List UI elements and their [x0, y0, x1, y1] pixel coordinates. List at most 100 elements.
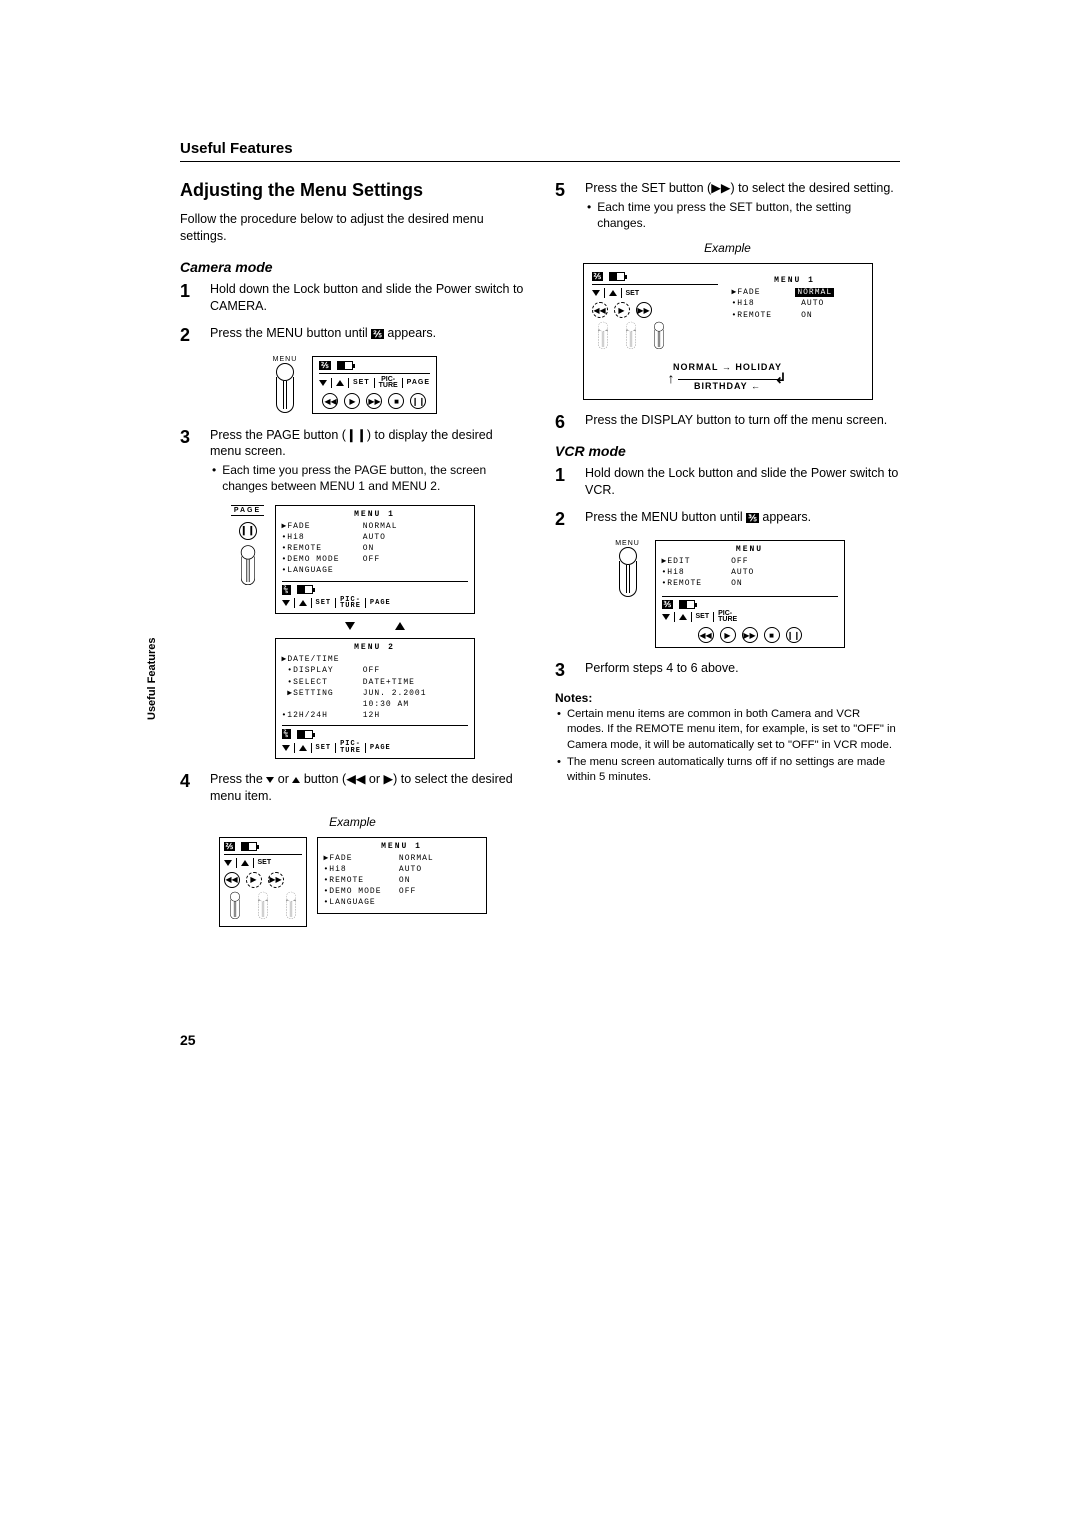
picture-label: PIC-TURE — [340, 741, 361, 754]
osd-row: •Hi8 AUTO — [324, 864, 480, 875]
up-icon — [299, 745, 307, 751]
osd-row: •12H/24H 12H — [282, 710, 468, 721]
arm-icon — [281, 891, 300, 920]
button-arm-icon — [234, 545, 261, 587]
down-icon — [282, 600, 290, 606]
osd-title: MENU 1 — [324, 842, 480, 851]
vcr-step-1: 1 Hold down the Lock button and slide th… — [555, 465, 900, 499]
page-label: PAGE — [370, 599, 391, 607]
fastforward-icon: ▶▶ — [366, 393, 382, 409]
cycle-c: BIRTHDAY — [694, 381, 748, 391]
picture-label: PIC-TURE — [718, 611, 737, 624]
set-label: SET — [316, 599, 332, 607]
control-buttons: ◀◀ ▶ ▶▶ ■ ❙❙ — [319, 393, 430, 409]
step-4: 4 Press the or button (◀◀ or ▶) to selec… — [180, 771, 525, 805]
note-item: Certain menu items are common in both Ca… — [555, 707, 900, 753]
menu-badge-icon: ⅖ — [371, 329, 384, 339]
arrow-left-icon: ← — [751, 381, 761, 391]
menu-label: MENU — [611, 540, 645, 547]
vcr-diagram: MENU MENU ▶EDIT OFF •Hi8 AUTO •REMOTE ON… — [555, 540, 900, 648]
step5-diagram: ⅖ SET ◀◀ ▶ ▶▶ — [583, 263, 873, 400]
t: or — [365, 772, 383, 786]
vcr-badge-icon: ⅗ — [662, 600, 674, 609]
two-columns: Adjusting the Menu Settings Follow the p… — [180, 180, 900, 939]
page-switch-diagram: PAGE ❙❙ MENU 1 ▶FADE NORMAL •Hi8 AUTO •R… — [180, 505, 525, 759]
step-bullet: Each time you press the PAGE button, the… — [210, 462, 525, 494]
rewind-icon: ◀◀ — [592, 302, 608, 318]
play-icon: ▶ — [344, 393, 360, 409]
step-text: Press the DISPLAY button to turn off the… — [585, 412, 900, 433]
pause-icon: ❙❙ — [786, 627, 802, 643]
page-label: PAGE — [231, 505, 264, 516]
up-icon — [679, 614, 687, 620]
fastforward-icon: ▶▶ — [742, 627, 758, 643]
menu-button-icon — [268, 363, 302, 415]
section-header: Useful Features — [180, 140, 900, 157]
osd-row: ▶FADE NORMAL — [732, 287, 858, 298]
fastforward-icon: ▶▶ — [636, 302, 652, 318]
down-icon — [662, 614, 670, 620]
osd-title: MENU 1 — [732, 276, 858, 285]
stop-icon: ■ — [388, 393, 404, 409]
control-buttons: ◀◀ ▶ ▶▶ — [592, 302, 718, 318]
osd-row: •REMOTE ON — [662, 578, 838, 589]
step-1: 1 Hold down the Lock button and slide th… — [180, 281, 525, 315]
sidebar-label: Useful Features — [146, 637, 158, 720]
vcr-badge-icon: ⅗ — [746, 513, 759, 523]
step4-diagram: ⅖ SET ◀◀ ▶ ▶▶ MENU 1 — [180, 837, 525, 927]
pause-icon: ❙❙ — [410, 393, 426, 409]
osd-title: MENU 2 — [282, 643, 468, 652]
step-number: 3 — [555, 660, 573, 681]
notes-list: Certain menu items are common in both Ca… — [555, 707, 900, 785]
osd-example: MENU 1 ▶FADE NORMAL •Hi8 AUTO •REMOTE ON… — [317, 837, 487, 914]
example-label: Example — [180, 815, 525, 829]
t: or — [274, 772, 292, 786]
page-label: PAGE — [407, 379, 430, 386]
osd-row: •Hi8 AUTO — [662, 567, 838, 578]
osd-title: MENU — [662, 545, 838, 554]
vcr-mode-heading: VCR mode — [555, 443, 900, 459]
badge-icon: ⅖ — [592, 272, 604, 281]
arrow-down-left-icon: ↲ — [775, 370, 788, 387]
step-text: Press the MENU button until ⅗ appears. — [585, 509, 900, 530]
arm-icon — [253, 891, 272, 920]
osd-vcr: MENU ▶EDIT OFF •Hi8 AUTO •REMOTE ON — [662, 545, 838, 590]
play-icon: ▶ — [246, 872, 262, 888]
arm-icon — [593, 322, 612, 351]
set-label: SET — [626, 290, 640, 297]
osd-row: ▶SETTING JUN. 2.2001 — [282, 688, 468, 699]
rw-glyph: ◀◀ — [346, 772, 365, 786]
t: button ( — [300, 772, 346, 786]
fastforward-icon: ▶▶ — [268, 872, 284, 888]
control-buttons: ◀◀ ▶ ▶▶ — [224, 872, 302, 888]
t: Press the SET button ( — [585, 181, 711, 195]
step-text: Press the MENU button until ⅖ appears. — [210, 325, 525, 346]
example-label: Example — [555, 241, 900, 255]
rewind-icon: ◀◀ — [322, 393, 338, 409]
up-icon — [609, 290, 617, 296]
step-text: Perform steps 4 to 6 above. — [585, 660, 900, 681]
step-text: Hold down the Lock button and slide the … — [585, 465, 900, 499]
battery-icon — [609, 272, 625, 281]
osd-row: ▶DATE/TIME — [282, 654, 468, 665]
down-icon — [319, 380, 327, 386]
bullet-text: Each time you press the SET button, the … — [597, 199, 900, 231]
battery-icon — [337, 361, 353, 370]
badge-icon: ⅖ — [282, 585, 292, 595]
set-label: SET — [696, 613, 710, 620]
up-icon — [336, 380, 344, 386]
step-number: 2 — [180, 325, 198, 346]
osd-menu-1: MENU 1 ▶FADE NORMAL •Hi8 AUTO •REMOTE ON… — [275, 505, 475, 615]
osd-step5: MENU 1 ▶FADE NORMAL •Hi8 AUTO •REMOTE ON — [726, 272, 864, 325]
menu-label: MENU — [268, 356, 302, 363]
osd-row: •LANGUAGE — [282, 565, 468, 576]
step-bullet: Each time you press the SET button, the … — [585, 199, 900, 231]
up-icon — [299, 600, 307, 606]
step-number: 6 — [555, 412, 573, 433]
step-text: Press the SET button (▶▶) to select the … — [585, 180, 900, 231]
vcr-step-3: 3 Perform steps 4 to 6 above. — [555, 660, 900, 681]
arm-icon — [225, 891, 244, 920]
battery-icon — [679, 600, 695, 609]
play-glyph: ▶ — [384, 772, 394, 786]
osd-title: MENU 1 — [282, 510, 468, 519]
